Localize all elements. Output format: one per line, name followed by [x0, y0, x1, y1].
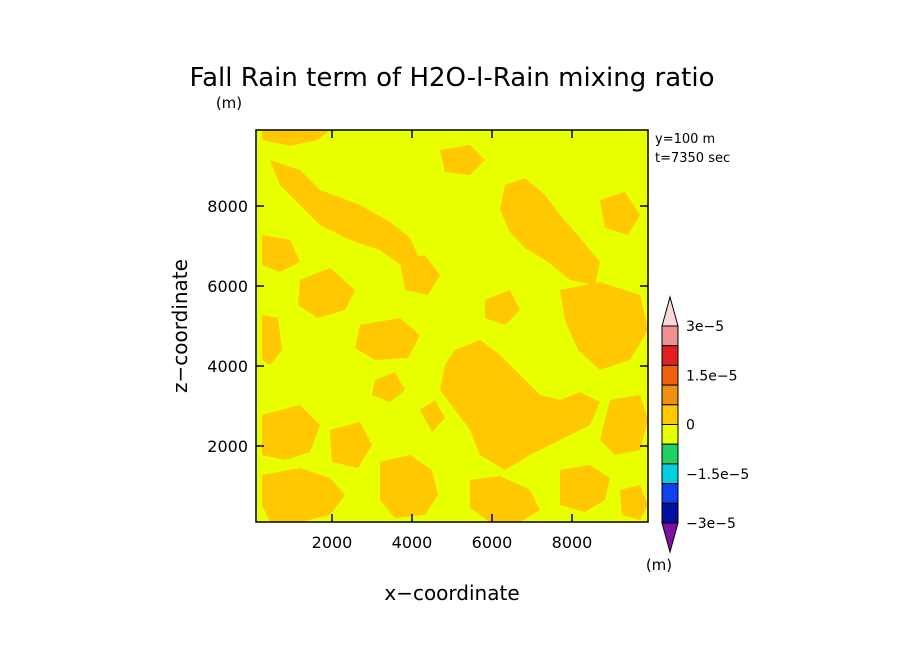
contour-patch — [270, 160, 420, 268]
contour-patch — [262, 130, 330, 146]
plot-area — [255, 129, 649, 523]
contour-patch — [262, 468, 345, 522]
colorbar: 3e−5 1.5e−5 0 −1.5e−5 −3e−5 — [661, 295, 749, 554]
contour-patch — [440, 145, 485, 175]
x-tick-label: 6000 — [472, 533, 513, 552]
colorbar-top-arrow — [661, 295, 679, 327]
colorbar-segment — [661, 325, 679, 347]
colorbar-segment — [661, 384, 679, 406]
contour-patch — [400, 255, 440, 295]
contour-patch — [600, 192, 640, 235]
colorbar-bottom-arrow — [661, 522, 679, 554]
contour-patch — [600, 395, 648, 455]
title-units-label: (m) — [216, 94, 242, 112]
contour-patch — [420, 400, 445, 432]
contour-patch — [560, 465, 610, 512]
x-axis: 2000 4000 6000 8000 — [312, 130, 593, 552]
contour-patch — [485, 290, 520, 325]
y-tick-label: 6000 — [207, 277, 248, 296]
contour-patch — [355, 318, 420, 360]
plot-frame — [255, 129, 649, 523]
colorbar-tick-label: −1.5e−5 — [686, 467, 749, 483]
contour-patch — [262, 235, 300, 272]
field-patches — [262, 130, 648, 522]
x-tick-label: 4000 — [392, 533, 433, 552]
colorbar-segment — [661, 404, 679, 425]
colorbar-tick-label: 1.5e−5 — [686, 368, 738, 384]
contour-patch — [380, 455, 438, 518]
colorbar-tick-label: 3e−5 — [686, 319, 724, 335]
y-axis-label: z−coordinate — [168, 259, 192, 393]
annotation-y: y=100 m — [655, 132, 715, 147]
x-axis-label: x−coordinate — [384, 581, 519, 605]
contour-patch — [440, 340, 600, 470]
contour-patch — [298, 268, 355, 318]
contour-patch — [330, 422, 372, 468]
contour-patch — [620, 485, 648, 520]
x-tick-label: 8000 — [552, 533, 593, 552]
y-tick-label: 8000 — [207, 197, 248, 216]
contour-patch — [560, 282, 648, 370]
colorbar-segment — [661, 502, 679, 524]
contour-patch — [500, 178, 600, 285]
colorbar-tick-label: −3e−5 — [686, 516, 736, 532]
colorbar-segment — [661, 364, 679, 386]
colorbar-segment — [661, 443, 679, 465]
colorbar-tick-label: 0 — [686, 418, 695, 434]
y-axis: 2000 4000 6000 8000 — [207, 197, 648, 456]
y-tick-label: 4000 — [207, 357, 248, 376]
colorbar-segment — [661, 345, 679, 366]
annotation-t: t=7350 sec — [655, 151, 730, 166]
chart-title: Fall Rain term of H2O-l-Rain mixing rati… — [190, 63, 715, 93]
contour-patch — [470, 476, 540, 522]
y-tick-label: 2000 — [207, 437, 248, 456]
colorbar-segment — [661, 483, 679, 504]
contour-patch — [262, 405, 320, 460]
colorbar-segment — [661, 424, 679, 445]
contour-patch — [262, 315, 282, 365]
colorbar-units-label: (m) — [646, 556, 672, 574]
colorbar-segment — [661, 463, 679, 485]
x-tick-label: 2000 — [312, 533, 353, 552]
contour-patch — [372, 372, 405, 402]
